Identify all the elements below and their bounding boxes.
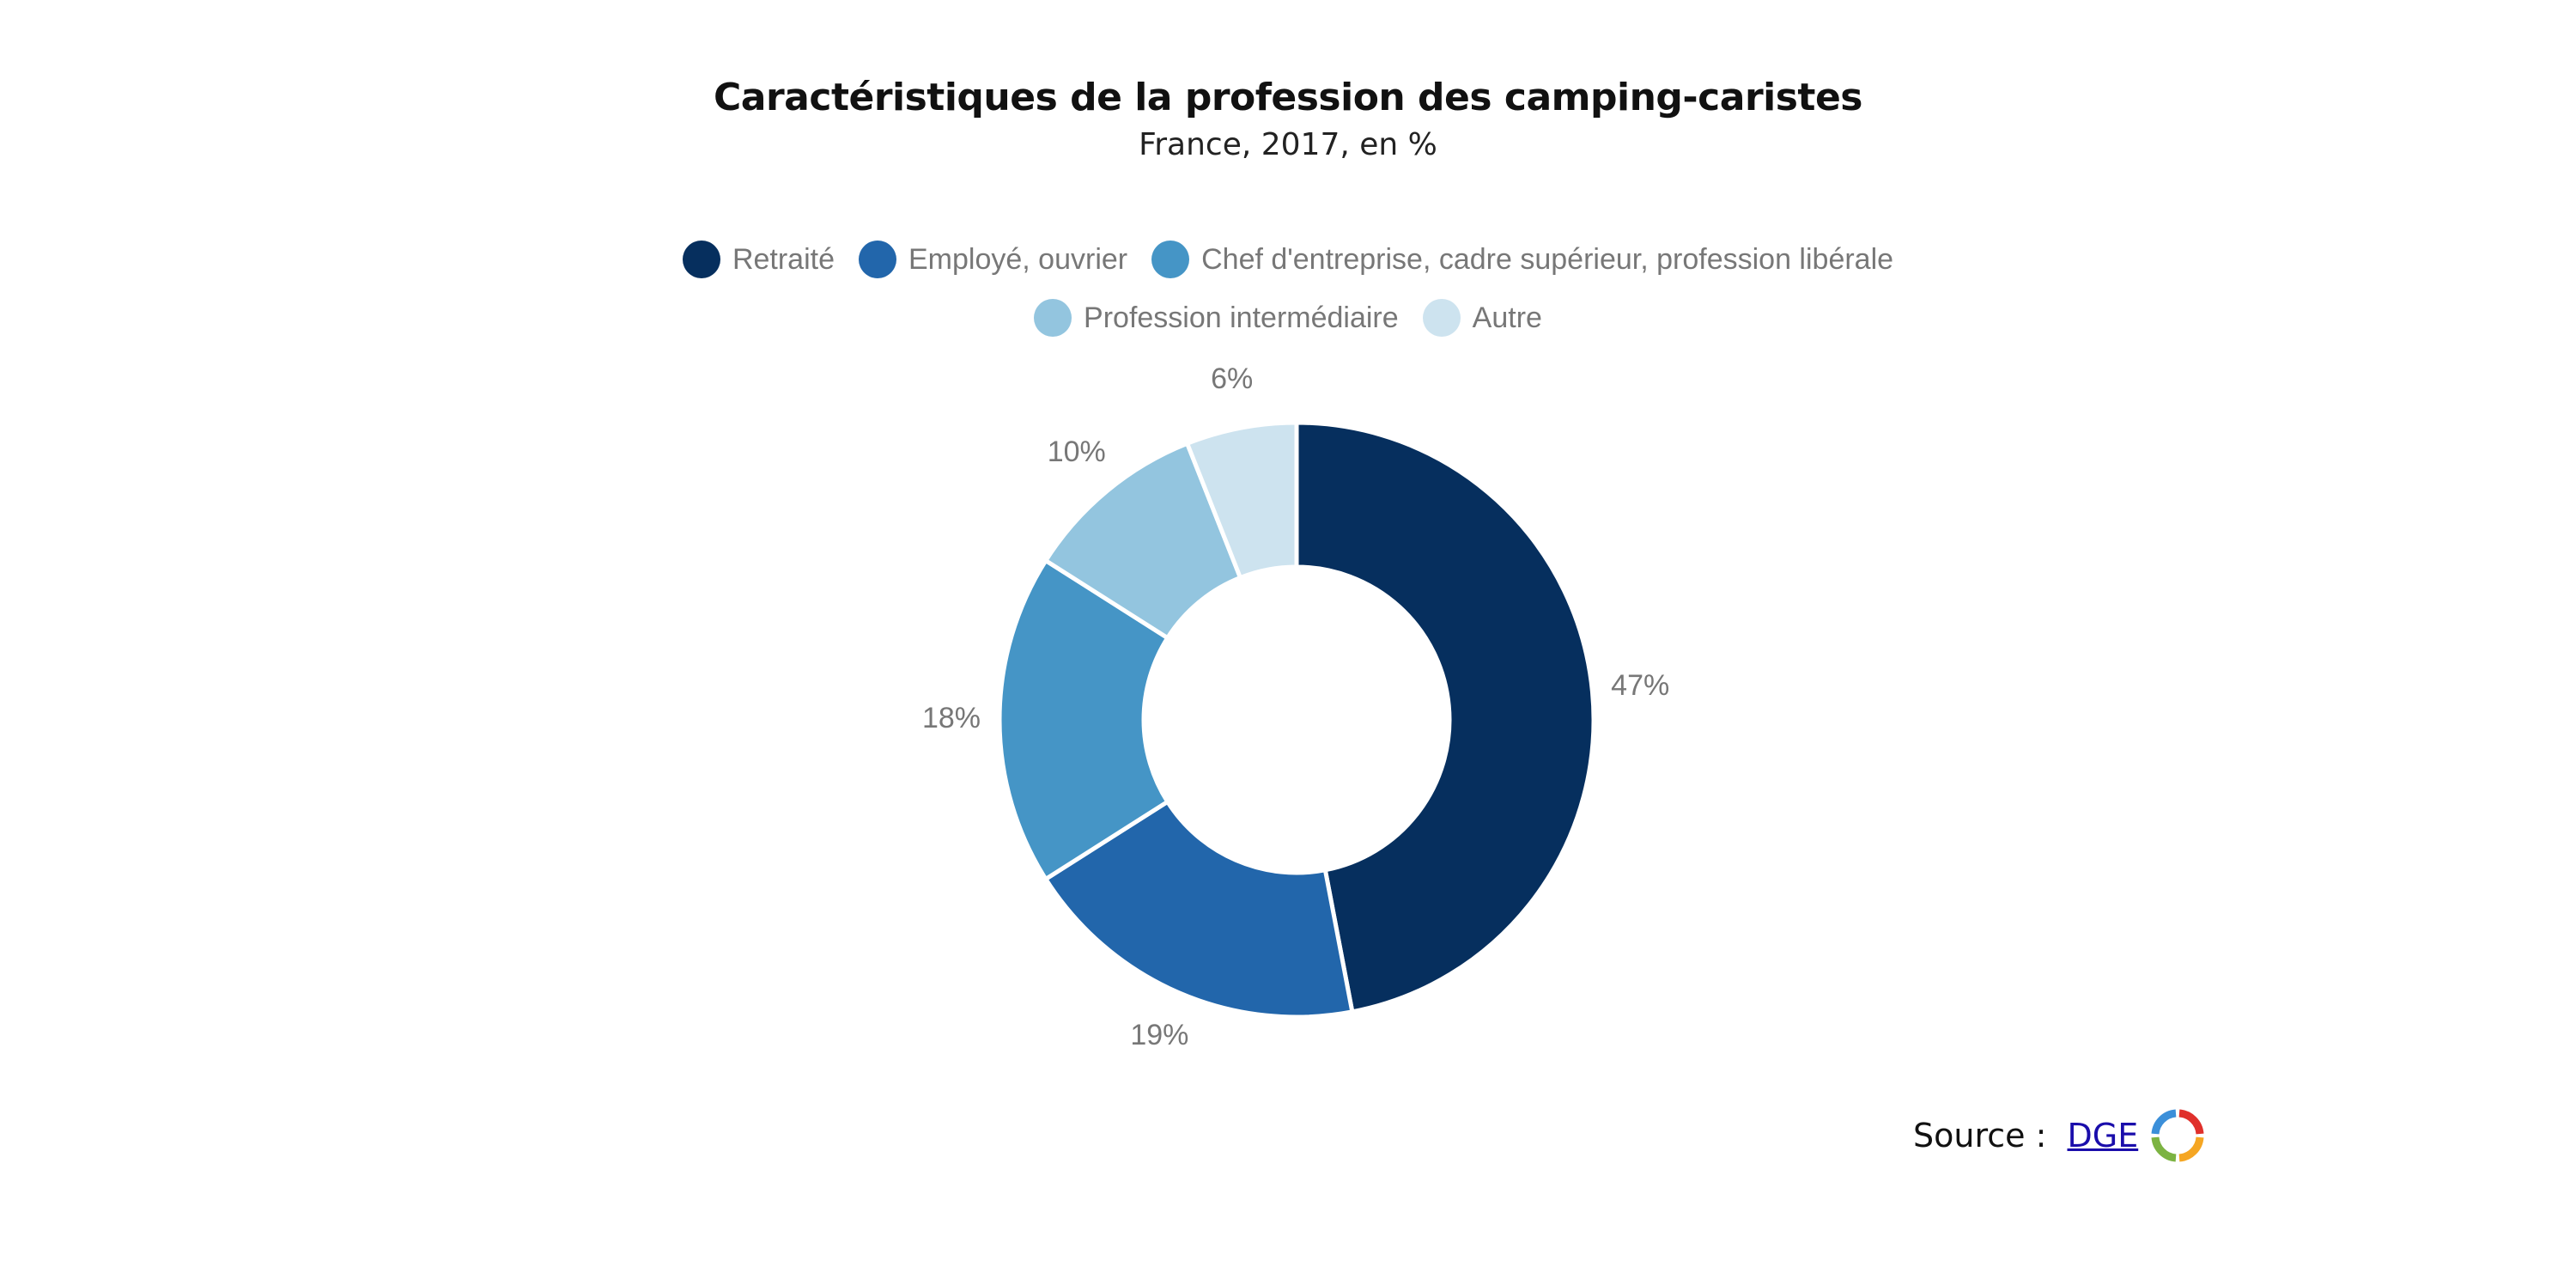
logo-arc-orange xyxy=(2178,1136,2204,1162)
legend-swatch xyxy=(1151,241,1190,278)
legend-swatch xyxy=(859,241,896,278)
slice-value-label-2: 18% xyxy=(922,702,981,734)
dge-logo-icon xyxy=(2151,1109,2204,1162)
donut-slice-4[interactable] xyxy=(1184,420,1299,581)
legend-label: Autre xyxy=(1472,301,1542,334)
source-attribution: Source : DGE xyxy=(1913,1108,2205,1163)
source-prefix: Source : xyxy=(1913,1117,2057,1154)
legend-swatch xyxy=(1034,299,1072,337)
legend-item-employe-ouvrier[interactable]: Employé, ouvrier xyxy=(859,241,1127,278)
slice-value-label-3: 10% xyxy=(1048,436,1106,468)
donut-slice-0[interactable] xyxy=(1294,420,1596,1014)
slice-value-label-1: 19% xyxy=(1130,1019,1188,1051)
slice-value-label-0: 47% xyxy=(1611,669,1669,702)
chart-title: Caractéristiques de la profession des ca… xyxy=(713,76,1863,119)
logo-arc-red xyxy=(2178,1109,2204,1135)
legend-item-chef-entreprise[interactable]: Chef d'entreprise, cadre supérieur, prof… xyxy=(1151,241,1893,278)
legend-swatch xyxy=(1422,299,1461,337)
legend-label: Retraité xyxy=(732,242,835,276)
chart-subtitle: France, 2017, en % xyxy=(1139,127,1437,162)
donut-slice-1[interactable] xyxy=(1042,798,1355,1020)
legend-label: Employé, ouvrier xyxy=(908,242,1128,276)
source-link-dge[interactable]: DGE xyxy=(2067,1117,2139,1154)
logo-arc-blue xyxy=(2151,1109,2177,1135)
legend-item-profession-intermediaire[interactable]: Profession intermédiaire xyxy=(1034,299,1399,337)
legend-row-1: Retraité Employé, ouvrier Chef d'entrepr… xyxy=(0,241,2576,278)
legend-label: Profession intermédiaire xyxy=(1084,301,1399,334)
legend-swatch xyxy=(682,241,720,278)
logo-arc-green xyxy=(2151,1136,2177,1162)
legend-row-2: Profession intermédiaire Autre xyxy=(0,299,2576,337)
donut-slice-2[interactable] xyxy=(997,557,1171,882)
slice-value-label-4: 6% xyxy=(1211,362,1253,395)
legend-label: Chef d'entreprise, cadre supérieur, prof… xyxy=(1201,242,1894,276)
legend-item-retraite[interactable]: Retraité xyxy=(682,241,835,278)
legend-item-autre[interactable]: Autre xyxy=(1422,299,1542,337)
